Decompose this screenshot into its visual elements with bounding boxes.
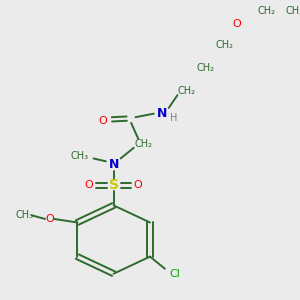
Text: CH₂: CH₂ — [216, 40, 234, 50]
Text: H: H — [170, 113, 178, 123]
Text: O: O — [232, 19, 241, 29]
Text: CH₂: CH₂ — [177, 86, 195, 96]
Text: CH₃: CH₃ — [286, 6, 300, 16]
Text: N: N — [109, 158, 119, 171]
Text: O: O — [134, 181, 142, 190]
Text: O: O — [98, 116, 107, 126]
Text: CH₂: CH₂ — [196, 63, 214, 73]
Text: N: N — [157, 107, 167, 120]
Text: S: S — [109, 178, 118, 193]
Text: CH₃: CH₃ — [16, 210, 34, 220]
Text: O: O — [85, 181, 94, 190]
Text: O: O — [45, 214, 54, 224]
Text: CH₃: CH₃ — [70, 151, 88, 160]
Text: Cl: Cl — [169, 269, 180, 279]
Text: CH₂: CH₂ — [134, 139, 152, 149]
Text: CH₂: CH₂ — [258, 6, 276, 16]
